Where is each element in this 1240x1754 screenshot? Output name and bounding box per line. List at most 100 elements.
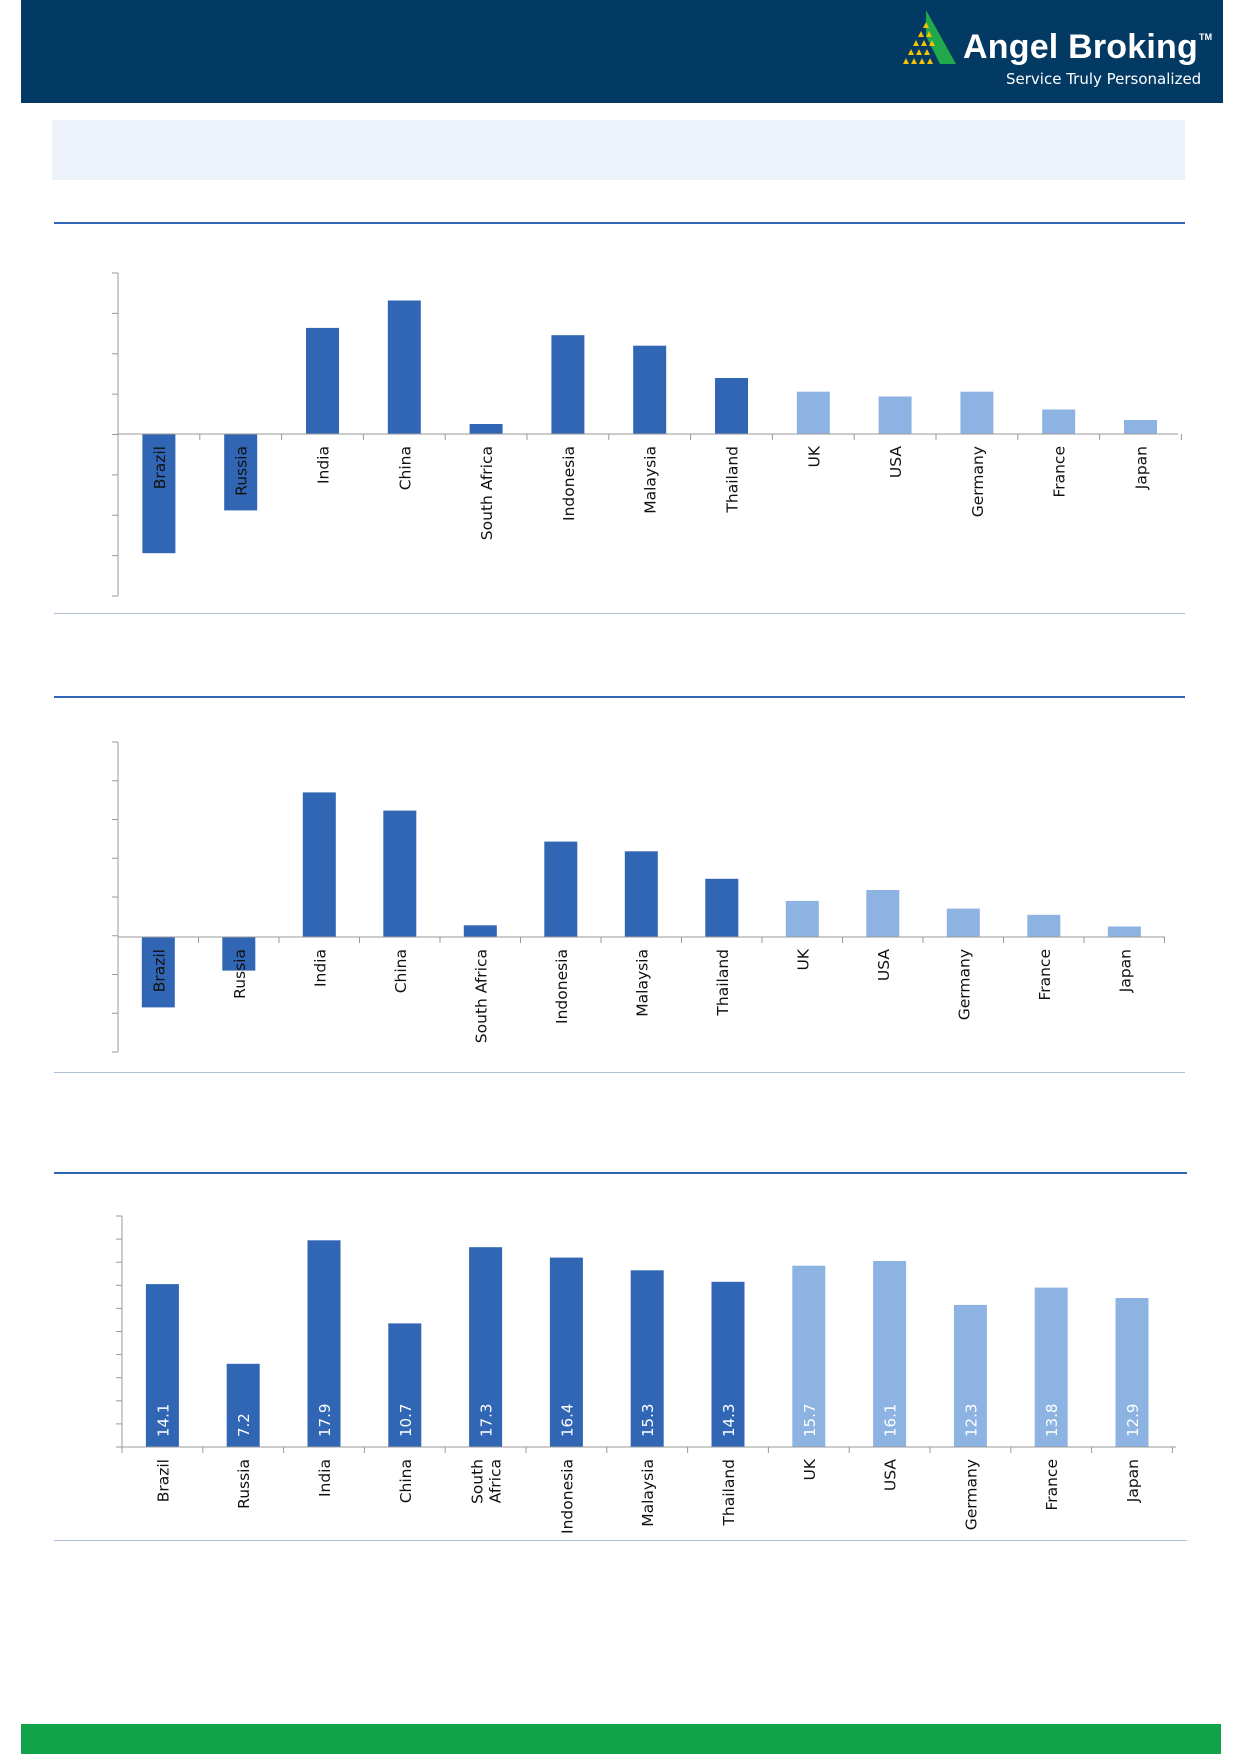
bar-indonesia (549, 1257, 583, 1447)
category-label: Indonesia (553, 949, 571, 1024)
category-label: Malaysia (633, 949, 651, 1017)
category-label: Russia (235, 1459, 253, 1509)
category-label: China (396, 446, 414, 490)
data-label: 10.7 (397, 1404, 415, 1437)
data-label: 15.3 (639, 1404, 657, 1437)
section-rule-3 (54, 1172, 1187, 1174)
bar-germany (946, 908, 980, 937)
section-rule-1 (54, 222, 1185, 224)
category-label: USA (875, 949, 893, 981)
category-label: UK (801, 1458, 819, 1480)
chart-3: 14.1 Brazil 7.2 Russia 17.9 India 10.7 China 17.… (116, 1215, 1176, 1534)
bar-india (307, 1240, 341, 1447)
bar-indonesia (544, 841, 578, 937)
category-label: China (397, 1459, 415, 1503)
category-label: South Africa (478, 446, 496, 540)
bar-japan (1124, 420, 1157, 434)
data-label: 17.9 (316, 1404, 334, 1437)
category-label: UK (794, 948, 812, 970)
bar-malaysia (633, 345, 667, 434)
category-label: South (469, 1459, 487, 1504)
footer-bar (21, 1724, 1221, 1754)
category-label: China (392, 949, 410, 993)
category-label: USA (887, 446, 905, 478)
data-label: 16.1 (882, 1404, 900, 1437)
pyramid-logo-icon (903, 10, 956, 64)
category-label: Germany (962, 1459, 980, 1530)
bar-russia (226, 1363, 260, 1447)
category-label: France (1051, 446, 1069, 498)
section-divider-2 (54, 1072, 1185, 1073)
category-label: USA (882, 1459, 900, 1491)
bar-usa (873, 1261, 907, 1447)
category-label: Japan (1133, 446, 1151, 490)
category-label: Russia (231, 949, 249, 999)
trademark: TM (1198, 32, 1213, 42)
category-label: Brazil (154, 1459, 172, 1502)
category-label: Indonesia (558, 1459, 576, 1534)
data-label: 7.2 (235, 1413, 253, 1437)
chart-2: Brazil Russia India China South Africa Indone… (112, 741, 1165, 1053)
category-label: South Africa (472, 949, 490, 1043)
category-label: UK (805, 445, 823, 467)
data-label: 14.1 (154, 1404, 172, 1437)
bar-russia (224, 434, 258, 511)
category-label: Malaysia (642, 446, 660, 514)
bar-brazil (141, 937, 175, 1008)
data-label: 16.4 (558, 1404, 576, 1437)
bar-uk (792, 1265, 826, 1447)
category-label: Japan (1116, 949, 1134, 993)
category-label: Africa (487, 1459, 505, 1503)
bar-malaysia (630, 1270, 664, 1447)
bar-india (306, 327, 339, 434)
category-label: Thailand (714, 949, 732, 1017)
category-label: Japan (1124, 1459, 1142, 1503)
bar-usa (878, 396, 912, 434)
bar-germany (953, 1304, 987, 1447)
category-label: Germany (955, 949, 973, 1020)
category-label: Indonesia (560, 446, 578, 521)
category-label: Thailand (720, 1459, 738, 1527)
category-label: India (315, 446, 333, 484)
category-label: France (1036, 949, 1054, 1001)
brand-text: Angel Broking (963, 28, 1198, 66)
section-divider-3 (54, 1540, 1187, 1541)
category-label: India (311, 949, 329, 987)
chart-1: Brazil Russia India China South Africa Indone… (112, 272, 1182, 597)
bar-japan (1115, 1298, 1149, 1447)
bar-brazil (142, 434, 176, 554)
section-rule-2 (54, 696, 1185, 698)
data-label: 15.7 (801, 1404, 819, 1437)
page-header: Angel BrokingTM Service Truly Personaliz… (21, 0, 1223, 103)
category-label: Malaysia (639, 1459, 657, 1527)
bar-china (383, 810, 417, 937)
bar-china (387, 300, 421, 434)
section-divider-1 (54, 613, 1185, 614)
category-label: Brazil (150, 949, 168, 992)
category-label: Brazil (151, 446, 169, 489)
bar-uk (796, 391, 830, 434)
data-label: 14.3 (720, 1404, 738, 1437)
bar-south-africa (469, 1247, 503, 1447)
bar-france (1034, 1287, 1068, 1447)
category-label: Germany (969, 446, 987, 517)
category-label: France (1043, 1459, 1061, 1511)
bar-malaysia (624, 851, 658, 937)
brand-tagline: Service Truly Personalized (1006, 70, 1202, 88)
bar-thailand (715, 378, 748, 434)
brand-name: Angel BrokingTM (963, 28, 1212, 67)
bar-japan (1107, 926, 1141, 937)
bar-india (302, 792, 336, 937)
category-label: Thailand (724, 446, 742, 514)
bar-france (1042, 409, 1076, 434)
bar-thailand (705, 878, 739, 937)
bar-usa (866, 890, 900, 937)
title-banner (52, 120, 1185, 180)
bar-germany (960, 391, 994, 434)
category-label: India (316, 1459, 334, 1497)
bar-russia (222, 937, 256, 971)
bar-france (1027, 914, 1061, 937)
bar-indonesia (551, 335, 585, 434)
data-label: 12.9 (1124, 1404, 1142, 1437)
bar-south-africa (469, 424, 503, 434)
